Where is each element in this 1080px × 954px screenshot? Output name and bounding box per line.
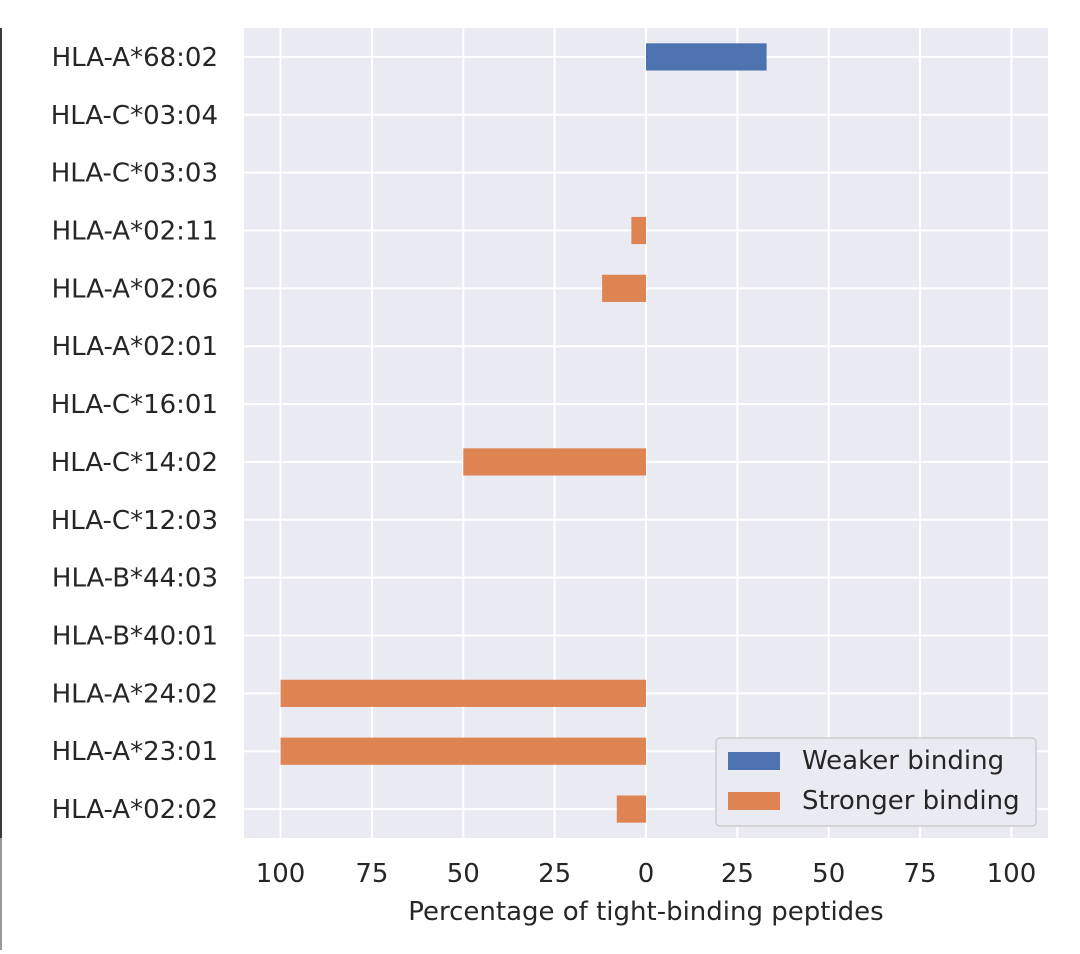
bars [280, 43, 767, 823]
legend-label-weaker: Weaker binding [802, 746, 1004, 776]
left-border [0, 28, 2, 838]
x-tick-label: 75 [904, 859, 937, 889]
y-tick-label: HLA-A*02:11 [52, 217, 218, 247]
legend-swatch-stronger [728, 792, 780, 810]
y-tick-label: HLA-A*23:01 [52, 737, 218, 767]
y-tick-label: HLA-A*24:02 [52, 679, 218, 709]
x-tick-label: 75 [355, 859, 388, 889]
y-tick-label: HLA-A*02:06 [52, 274, 218, 304]
left-border-lower [0, 838, 2, 950]
bar-stronger-binding [463, 448, 646, 476]
y-tick-label: HLA-C*14:02 [51, 448, 218, 478]
bar-weaker-binding [646, 43, 767, 71]
bar-stronger-binding [280, 737, 646, 765]
x-tick-label: 100 [987, 859, 1037, 889]
x-tick-label: 50 [812, 859, 845, 889]
x-tick-label: 0 [638, 859, 655, 889]
legend-label-stronger: Stronger binding [802, 786, 1020, 816]
x-tick-label: 25 [538, 859, 571, 889]
bar-stronger-binding [631, 216, 646, 245]
y-tick-label: HLA-B*40:01 [52, 622, 218, 652]
x-axis-label: Percentage of tight-binding peptides [408, 897, 883, 927]
y-tick-label: HLA-C*16:01 [51, 390, 218, 420]
y-tick-label: HLA-A*02:02 [52, 795, 218, 825]
bar-stronger-binding [616, 795, 646, 823]
bar-stronger-binding [602, 274, 646, 302]
y-tick-labels: HLA-A*68:02 HLA-C*03:04 HLA-C*03:03 HLA-A*0… [51, 43, 218, 825]
y-tick-label: HLA-C*03:04 [51, 101, 218, 131]
y-tick-label: HLA-C*12:03 [51, 506, 218, 536]
y-tick-label: HLA-A*68:02 [52, 43, 218, 73]
legend-box [715, 737, 1037, 827]
x-tick-labels: 100 75 50 25 0 25 50 75 100 [256, 859, 1037, 889]
y-tick-label: HLA-A*02:01 [52, 332, 218, 362]
x-tick-label: 100 [256, 859, 306, 889]
legend: Weaker binding Stronger binding [715, 737, 1037, 827]
x-tick-label: 25 [721, 859, 754, 889]
bar-stronger-binding [280, 679, 646, 707]
y-tick-label: HLA-C*03:03 [51, 159, 218, 189]
legend-swatch-weaker [728, 752, 780, 770]
y-tick-label: HLA-B*44:03 [52, 564, 218, 594]
x-tick-label: 50 [447, 859, 480, 889]
